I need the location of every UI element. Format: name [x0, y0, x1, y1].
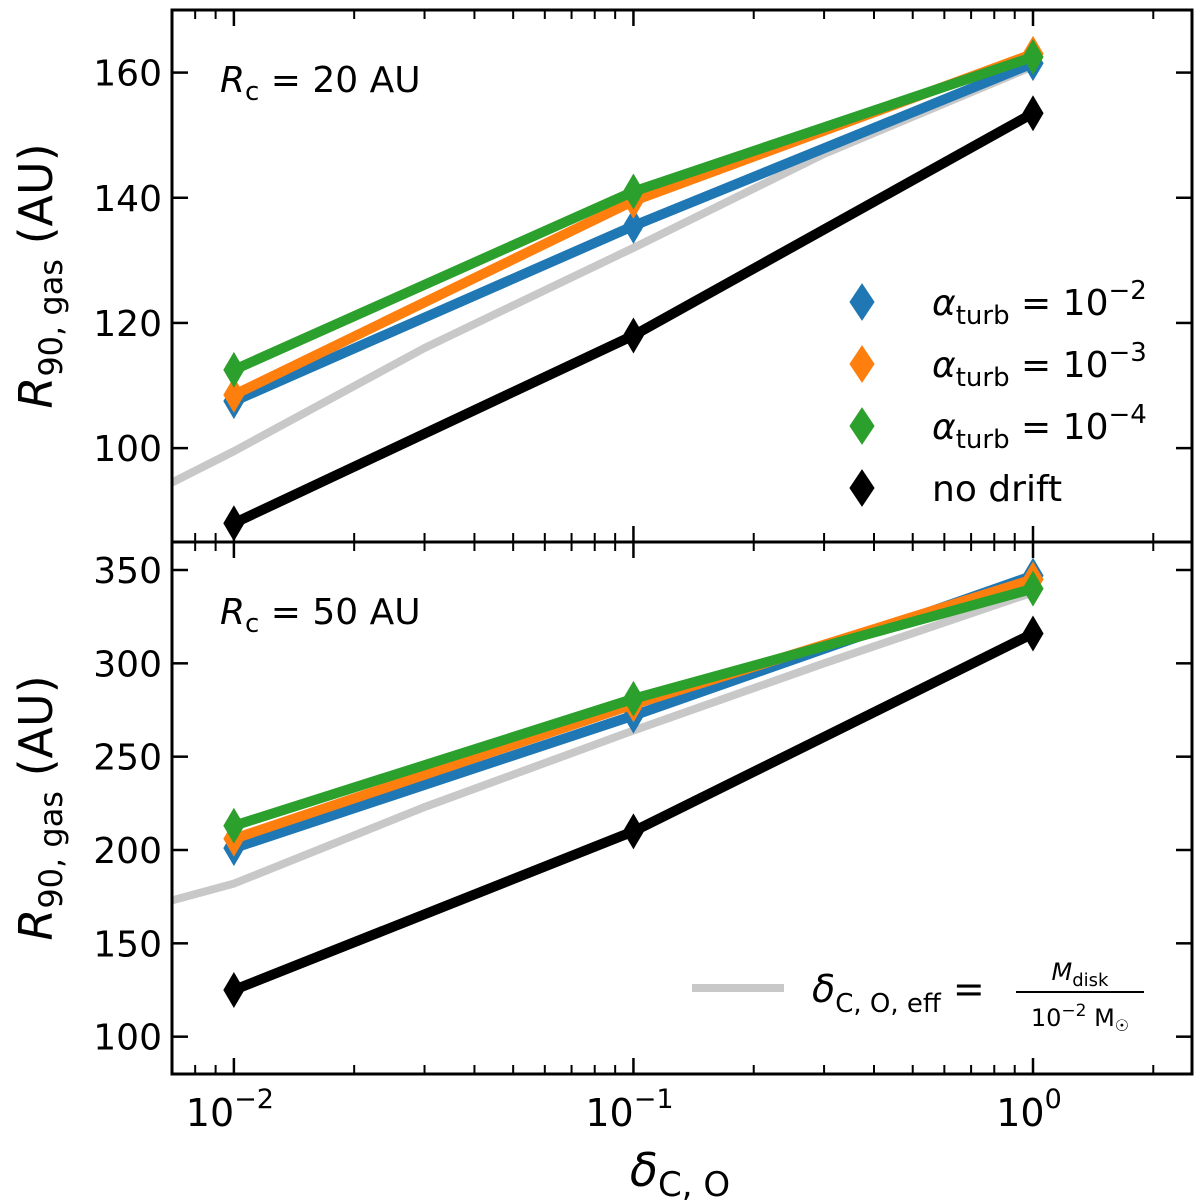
- legend-text: = 10: [1010, 407, 1109, 448]
- x-tick-label-exponent: −2: [234, 1084, 274, 1115]
- annotation-symbol: R: [220, 592, 245, 633]
- data-point: [1022, 95, 1044, 132]
- legend-denominator: 10−2 M☉: [1031, 1001, 1129, 1035]
- x-tick-label-base: 10: [996, 1091, 1044, 1135]
- y-tick-label: 250: [93, 738, 162, 779]
- data-point: [1022, 38, 1044, 75]
- data-point: [622, 317, 645, 354]
- y-tick-label: 100: [93, 429, 162, 470]
- legend-symbol: α: [932, 345, 956, 386]
- reference-curve-line: [172, 62, 1035, 487]
- y-axis-title: R90, gas (AU): [9, 675, 70, 940]
- legend-exponent: −2: [1108, 276, 1146, 306]
- legend-text: = 10: [1010, 283, 1109, 324]
- y-axis-title-unit: (AU): [9, 675, 63, 791]
- y-tick-label: 150: [93, 924, 162, 965]
- x-axis-title-subscript: C, O: [658, 1165, 730, 1200]
- annotation-subscript: c: [245, 77, 259, 107]
- legend-label: αturb = 10−3: [932, 338, 1147, 393]
- data-point: [223, 807, 245, 844]
- y-axis-title-unit: (AU): [9, 143, 63, 259]
- data-point: [223, 351, 245, 388]
- data-point: [223, 376, 245, 413]
- plot-area: [172, 35, 1044, 542]
- x-axis-tick-labels: 10−2 10−1 100: [186, 1084, 1062, 1135]
- legend-text: no drift: [932, 469, 1062, 510]
- y-tick-label: 350: [93, 551, 162, 592]
- y-tick-label: 300: [93, 644, 162, 685]
- panel-annotation: Rc = 20 AU: [220, 60, 421, 107]
- x-axis-title-symbol: δ: [630, 1143, 658, 1197]
- legend-label: no drift: [932, 469, 1062, 510]
- legend-subscript: turb: [956, 301, 1010, 331]
- x-axis-title: δC, O: [630, 1143, 730, 1200]
- legend-text: =: [941, 967, 985, 1011]
- legend-marker: [849, 407, 875, 445]
- data-point: [622, 813, 645, 850]
- x-tick-label: 10−1: [585, 1084, 673, 1135]
- legend-numerator-sub: disk: [1072, 970, 1109, 991]
- y-axis-title-symbol: R: [9, 909, 63, 941]
- legend-symbol: α: [932, 283, 956, 324]
- legend-symbol: α: [932, 407, 956, 448]
- data-point: [622, 207, 645, 244]
- legend-denominator-base: 10: [1031, 1004, 1062, 1032]
- panel-annotation: Rc = 50 AU: [220, 592, 421, 639]
- y-axis-title: R90, gas (AU): [9, 143, 70, 408]
- x-tick-label-exponent: 0: [1045, 1084, 1062, 1115]
- legend-numerator-symbol: M: [1052, 958, 1073, 986]
- legend-marker: [849, 469, 875, 507]
- annotation-subscript: c: [245, 609, 259, 639]
- x-tick-label-exponent: −1: [634, 1084, 674, 1115]
- y-axis-title-symbol: R: [9, 377, 63, 409]
- x-tick-label: 100: [996, 1084, 1062, 1135]
- y-tick-label: 140: [93, 179, 162, 220]
- y-tick-label: 120: [93, 304, 162, 345]
- legend-subscript: turb: [956, 363, 1010, 393]
- legend-label: δC, O, eff =: [812, 967, 985, 1019]
- legend-subscript: turb: [956, 425, 1010, 455]
- x-tick-label: 10−2: [186, 1084, 274, 1135]
- legend-marker: [849, 283, 875, 321]
- y-tick-label: 160: [93, 54, 162, 95]
- y-axis-title-subscript: 90, gas: [32, 259, 70, 377]
- data-point: [622, 173, 645, 210]
- legend-label: αturb = 10−4: [932, 400, 1147, 455]
- legend-text: = 10: [1010, 345, 1109, 386]
- y-tick-label: 100: [93, 1018, 162, 1059]
- legend-denominator-unit-sub: ☉: [1115, 1016, 1129, 1035]
- legend-denominator-unit: M: [1086, 1004, 1114, 1032]
- legend-label: αturb = 10−2: [932, 276, 1147, 331]
- legend-symbol: δ: [812, 967, 835, 1011]
- legend-exponent: −3: [1108, 338, 1146, 368]
- plot-area: [172, 557, 1044, 1008]
- annotation-text: = 20 AU: [259, 60, 420, 101]
- y-axis-title-subscript: 90, gas: [32, 791, 70, 909]
- x-tick-label-base: 10: [186, 1091, 234, 1135]
- x-tick-label-base: 10: [585, 1091, 633, 1135]
- annotation-symbol: R: [220, 60, 245, 101]
- reference-curve-line: [172, 588, 1035, 905]
- data-point: [223, 972, 245, 1008]
- plot-frame: [170, 540, 1194, 1076]
- legend-exponent: −4: [1108, 400, 1146, 430]
- y-tick-label: 200: [93, 831, 162, 872]
- legend-numerator: Mdisk: [1052, 958, 1110, 991]
- legend-denominator-exp: −2: [1061, 1001, 1086, 1021]
- legend-subscript: C, O, eff: [835, 989, 942, 1019]
- data-point: [622, 680, 645, 717]
- data-point: [1022, 615, 1044, 652]
- data-point: [1022, 570, 1044, 607]
- legend-marker: [849, 345, 875, 383]
- annotation-text: = 50 AU: [259, 592, 420, 633]
